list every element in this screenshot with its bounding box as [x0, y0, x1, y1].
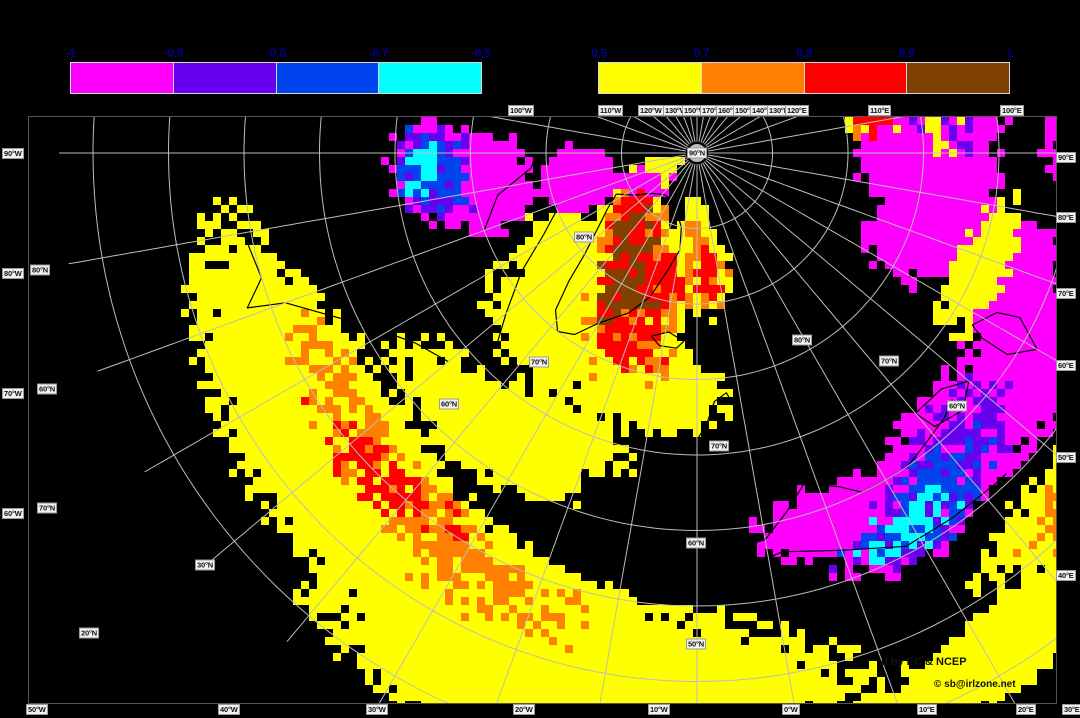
left-label-3: 60°W: [2, 508, 24, 519]
top-label-10: 120°E: [785, 105, 809, 116]
colorbar-tick-0: -1: [65, 46, 77, 60]
bottom-label-7: 20°E: [1016, 704, 1036, 715]
colorbar-tick-2: 0.8: [796, 46, 812, 60]
graticule-label-lat-5: 60°N: [947, 400, 967, 412]
graticule-label-lat-14: 60°N: [37, 383, 57, 395]
watermark-line2: © sb@irlzone.net: [934, 679, 1016, 690]
bottom-label-6: 10°E: [917, 704, 937, 715]
colorbar-tick-3: 0.9: [898, 46, 915, 60]
colorbar-tick-4: -0.5: [471, 46, 491, 60]
colorbar-segment-1: [700, 63, 804, 93]
right-label-5: 40°E: [1056, 570, 1076, 581]
colorbar-tick-4: 1: [1005, 46, 1013, 60]
coastlines: [242, 117, 1038, 599]
colorbar-tick-1: -0.9: [163, 46, 184, 60]
map-canvas[interactable]: 90°N 80°N 80°N 70°N 70°N 70°N 60°N 60°N 60°N 50°N…: [28, 116, 1057, 704]
graticule-label-lat-12: 30°N: [195, 559, 215, 571]
colorbar-tick-3: -0.7: [368, 46, 389, 60]
graticule-label-lat-16: 80°N: [30, 264, 50, 276]
top-label-12: 100°E: [1000, 105, 1024, 116]
top-label-1: 110°W: [598, 105, 624, 116]
colorbar-segment-2: [803, 63, 907, 93]
colorbar-tick-2: -0.8: [266, 46, 286, 60]
bottom-label-1: 40°W: [218, 704, 240, 715]
top-label-11: 110°E: [868, 105, 892, 116]
bottom-label-4: 10°W: [648, 704, 670, 715]
graticule-label-pole: 90°N: [687, 147, 707, 159]
bottom-label-5: 0°W: [782, 704, 800, 715]
right-label-2: 70°E: [1056, 288, 1076, 299]
right-label-1: 80°E: [1056, 212, 1076, 223]
colorbar-segment-2: [275, 63, 379, 93]
bottom-label-0: 50°W: [26, 704, 48, 715]
correlation-field: [181, 117, 1056, 703]
top-label-2: 120°W: [638, 105, 664, 116]
left-label-0: 90°W: [2, 148, 24, 159]
watermark-line1: d by EC & NCEP: [881, 656, 967, 668]
graticule-label-lat-8: 50°N: [686, 638, 706, 650]
right-label-4: 50°E: [1056, 452, 1076, 463]
left-label-2: 70°W: [2, 388, 24, 399]
graticule-label-lat-0: 80°N: [574, 231, 594, 243]
colorbar-segment-3: [906, 63, 1009, 93]
right-label-0: 90°E: [1056, 152, 1076, 163]
colorbar-positive: [598, 62, 1010, 94]
graticule-label-lat-4: 70°N: [879, 355, 899, 367]
graticule-label-lat-2: 70°N: [529, 356, 549, 368]
colorbar-segment-3: [378, 63, 481, 93]
graticule-label-lat-1: 80°N: [792, 334, 812, 346]
map-graphics: [59, 117, 1056, 703]
graticule-label-lat-13: 20°N: [79, 627, 99, 639]
bottom-label-8: 30°E: [1062, 704, 1080, 715]
colorbar-negative: [70, 62, 482, 94]
left-label-1: 80°W: [2, 268, 24, 279]
graticule-label-lat-6: 60°N: [686, 537, 706, 549]
top-label-0: 100°W: [508, 105, 534, 116]
colorbar-tick-1: 0.7: [693, 46, 710, 60]
graticule-label-lat-7: 60°N: [439, 398, 459, 410]
graticule-label-lat-3: 70°N: [709, 440, 729, 452]
colorbar-segment-0: [599, 63, 701, 93]
bottom-label-3: 20°W: [513, 704, 535, 715]
colorbar-segment-0: [71, 63, 173, 93]
colorbar-tick-0: 0.5: [591, 46, 607, 60]
graticule-label-lat-15: 70°N: [37, 502, 57, 514]
colorbar-segment-1: [172, 63, 276, 93]
bottom-label-2: 30°W: [366, 704, 388, 715]
graticule: [59, 117, 1056, 703]
right-label-3: 60°E: [1056, 360, 1076, 371]
